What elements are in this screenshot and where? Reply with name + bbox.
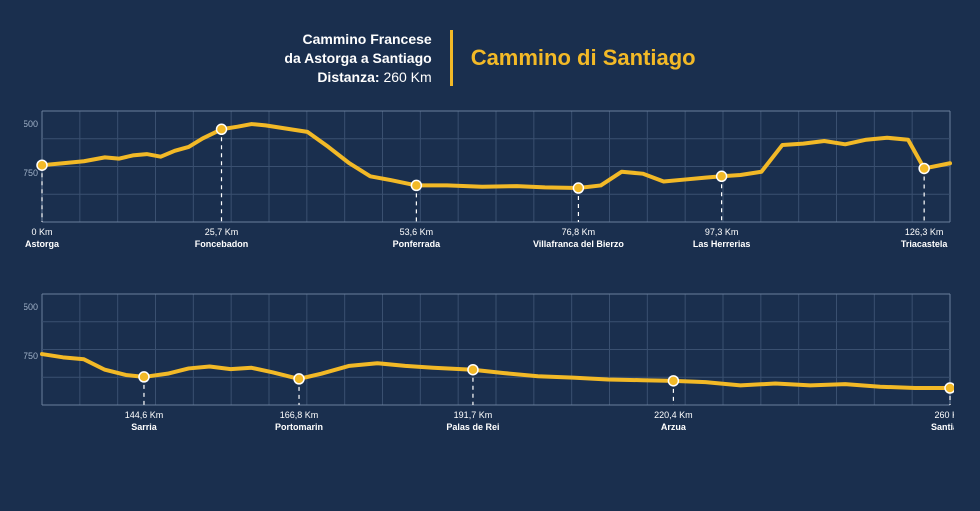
distance-label: Distanza: [317, 69, 379, 85]
svg-text:Triacastela: Triacastela [901, 239, 949, 249]
svg-text:97,3 Km: 97,3 Km [705, 227, 739, 237]
svg-text:1500: 1500 [24, 302, 38, 312]
svg-text:Ponferrada: Ponferrada [393, 239, 442, 249]
svg-text:144,6 Km: 144,6 Km [125, 410, 164, 420]
svg-text:750: 750 [24, 351, 38, 361]
header: Cammino Francese da Astorga a Santiago D… [0, 0, 980, 97]
subtitle-distance: Distanza: 260 Km [284, 68, 431, 87]
svg-text:Santiago: Santiago [931, 422, 954, 432]
distance-value: 260 Km [383, 69, 431, 85]
svg-text:Astorga: Astorga [25, 239, 60, 249]
subtitle-line-2: da Astorga a Santiago [284, 49, 431, 68]
svg-text:1500: 1500 [24, 119, 38, 129]
svg-text:Villafranca del Bierzo: Villafranca del Bierzo [533, 239, 624, 249]
svg-text:Arzua: Arzua [661, 422, 687, 432]
svg-text:Portomarin: Portomarin [275, 422, 323, 432]
svg-text:0 Km: 0 Km [31, 227, 52, 237]
header-title: Cammino di Santiago [453, 45, 696, 71]
subtitle-line-1: Cammino Francese [284, 30, 431, 49]
charts-container: 750 1500 0 Km Astorga 25,7 Km Foncebadon 53,6 … [0, 97, 980, 435]
svg-text:191,7 Km: 191,7 Km [454, 410, 493, 420]
svg-text:53,6 Km: 53,6 Km [400, 227, 434, 237]
svg-text:166,8 Km: 166,8 Km [280, 410, 319, 420]
svg-text:126,3 Km: 126,3 Km [905, 227, 944, 237]
svg-text:220,4 Km: 220,4 Km [654, 410, 693, 420]
svg-text:Las Herrerias: Las Herrerias [693, 239, 751, 249]
svg-text:25,7 Km: 25,7 Km [205, 227, 239, 237]
svg-text:Foncebadon: Foncebadon [195, 239, 249, 249]
svg-text:Palas de Rei: Palas de Rei [446, 422, 499, 432]
elevation-chart-2: 750 1500 144,6 Km Sarria 166,8 Km Portomarin 1… [24, 290, 956, 435]
svg-text:Sarria: Sarria [131, 422, 158, 432]
svg-text:76,8 Km: 76,8 Km [562, 227, 596, 237]
svg-text:750: 750 [24, 168, 38, 178]
elevation-chart-1: 750 1500 0 Km Astorga 25,7 Km Foncebadon 53,6 … [24, 107, 956, 252]
svg-text:260 Km: 260 Km [934, 410, 954, 420]
header-subtitle-block: Cammino Francese da Astorga a Santiago D… [284, 30, 449, 87]
